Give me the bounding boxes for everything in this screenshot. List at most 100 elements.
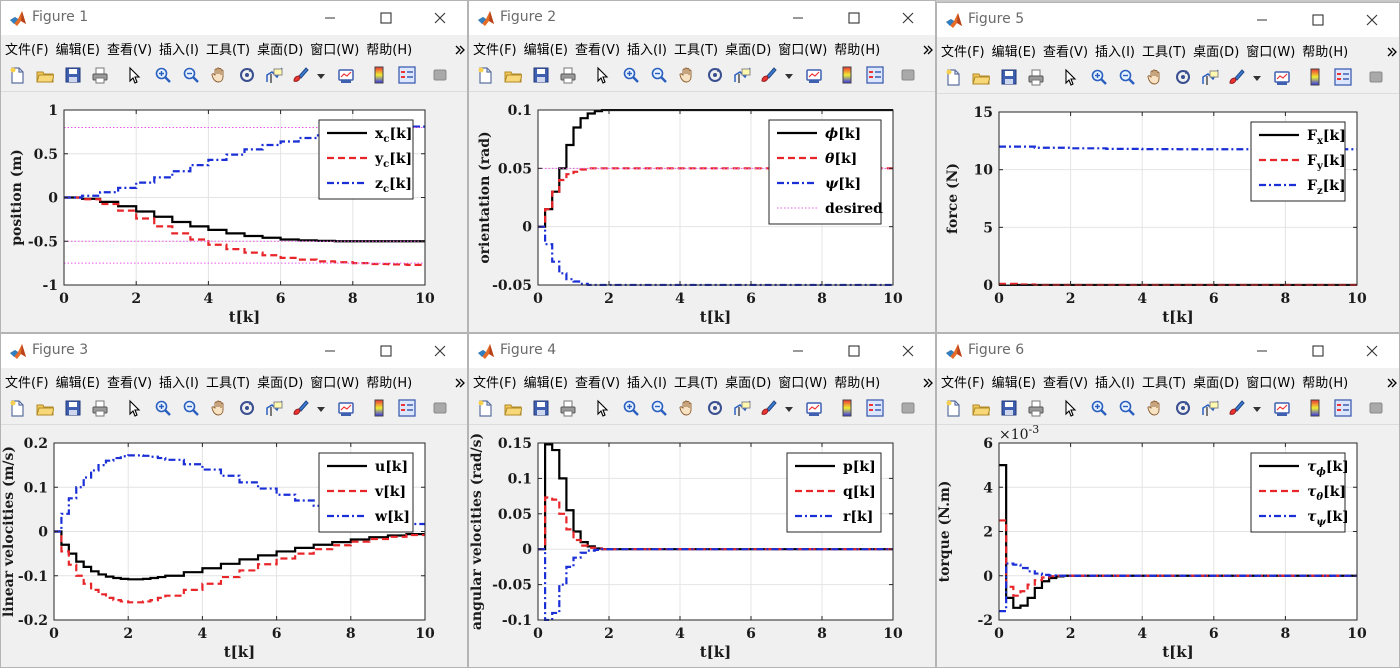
rotate-3d-icon[interactable] bbox=[706, 66, 724, 84]
pan-hand-icon[interactable] bbox=[1146, 399, 1164, 417]
minimize-button[interactable] bbox=[1249, 338, 1275, 364]
zoom-in-icon[interactable] bbox=[622, 66, 640, 84]
zoom-in-icon[interactable] bbox=[154, 66, 172, 84]
minimize-button[interactable] bbox=[1249, 7, 1275, 33]
window-titlebar[interactable]: Figure 2 bbox=[469, 1, 935, 35]
colorbar-icon[interactable] bbox=[838, 66, 856, 84]
menu-item[interactable]: 编辑(E) bbox=[55, 43, 100, 58]
save-icon[interactable] bbox=[64, 66, 82, 84]
legend-icon[interactable] bbox=[866, 66, 884, 84]
legend-icon[interactable] bbox=[398, 399, 416, 417]
link-plot-icon[interactable] bbox=[805, 399, 823, 417]
new-figure-icon[interactable] bbox=[944, 399, 962, 417]
rotate-3d-icon[interactable] bbox=[706, 399, 724, 417]
menu-item[interactable]: 桌面(D) bbox=[257, 43, 304, 58]
menu-overflow-icon[interactable] bbox=[923, 41, 933, 55]
link-plot-icon[interactable] bbox=[337, 399, 355, 417]
zoom-in-icon[interactable] bbox=[154, 399, 172, 417]
menu-item[interactable]: 工具(T) bbox=[206, 376, 251, 391]
brush-icon[interactable] bbox=[1227, 399, 1245, 417]
brush-icon[interactable] bbox=[291, 399, 309, 417]
menu-item[interactable]: 窗口(W) bbox=[778, 376, 828, 391]
menu-item[interactable]: 编辑(E) bbox=[991, 45, 1036, 60]
menu-item[interactable]: 文件(F) bbox=[473, 43, 517, 58]
maximize-button[interactable] bbox=[1305, 7, 1331, 33]
open-file-icon[interactable] bbox=[972, 399, 990, 417]
pan-hand-icon[interactable] bbox=[678, 66, 696, 84]
link-plot-icon[interactable] bbox=[1273, 68, 1291, 86]
plot-tools-icon[interactable] bbox=[899, 399, 917, 417]
brush-icon[interactable] bbox=[291, 66, 309, 84]
rotate-3d-icon[interactable] bbox=[1174, 68, 1192, 86]
window-titlebar[interactable]: Figure 6 bbox=[937, 334, 1399, 368]
colorbar-icon[interactable] bbox=[838, 399, 856, 417]
menu-item[interactable]: 桌面(D) bbox=[1193, 45, 1240, 60]
zoom-in-icon[interactable] bbox=[1090, 68, 1108, 86]
menu-item[interactable]: 查看(V) bbox=[574, 376, 621, 391]
menu-item[interactable]: 文件(F) bbox=[941, 45, 985, 60]
menu-item[interactable]: 工具(T) bbox=[1142, 376, 1187, 391]
data-cursor-icon[interactable] bbox=[733, 66, 751, 84]
close-button[interactable] bbox=[895, 338, 921, 364]
print-icon[interactable] bbox=[1027, 399, 1045, 417]
menu-item[interactable]: 编辑(E) bbox=[991, 376, 1036, 391]
print-icon[interactable] bbox=[559, 66, 577, 84]
maximize-button[interactable] bbox=[841, 338, 867, 364]
plot-tools-icon[interactable] bbox=[431, 66, 449, 84]
maximize-button[interactable] bbox=[841, 5, 867, 31]
menu-item[interactable]: 查看(V) bbox=[574, 43, 621, 58]
menu-item[interactable]: 插入(I) bbox=[627, 43, 668, 58]
window-titlebar[interactable]: Figure 3 bbox=[1, 334, 467, 368]
brush-dropdown-icon[interactable] bbox=[312, 66, 325, 84]
new-figure-icon[interactable] bbox=[8, 66, 26, 84]
zoom-in-icon[interactable] bbox=[1090, 399, 1108, 417]
pointer-icon[interactable] bbox=[593, 399, 611, 417]
menu-item[interactable]: 文件(F) bbox=[941, 376, 985, 391]
save-icon[interactable] bbox=[64, 399, 82, 417]
menu-item[interactable]: 文件(F) bbox=[5, 376, 49, 391]
brush-dropdown-icon[interactable] bbox=[1248, 399, 1261, 417]
menu-item[interactable]: 文件(F) bbox=[473, 376, 517, 391]
window-titlebar[interactable]: Figure 1 bbox=[1, 1, 467, 35]
rotate-3d-icon[interactable] bbox=[1174, 399, 1192, 417]
minimize-button[interactable] bbox=[317, 338, 343, 364]
print-icon[interactable] bbox=[559, 399, 577, 417]
link-plot-icon[interactable] bbox=[1273, 399, 1291, 417]
menu-item[interactable]: 窗口(W) bbox=[1246, 376, 1296, 391]
menu-item[interactable]: 工具(T) bbox=[206, 43, 251, 58]
menu-item[interactable]: 帮助(H) bbox=[366, 43, 413, 58]
menu-item[interactable]: 桌面(D) bbox=[1193, 376, 1240, 391]
menu-item[interactable]: 帮助(H) bbox=[1302, 45, 1349, 60]
link-plot-icon[interactable] bbox=[337, 66, 355, 84]
brush-dropdown-icon[interactable] bbox=[780, 399, 793, 417]
minimize-button[interactable] bbox=[317, 5, 343, 31]
open-file-icon[interactable] bbox=[36, 66, 54, 84]
menu-item[interactable]: 编辑(E) bbox=[523, 43, 568, 58]
menu-item[interactable]: 查看(V) bbox=[1042, 376, 1089, 391]
brush-icon[interactable] bbox=[1227, 68, 1245, 86]
legend-box[interactable] bbox=[768, 119, 882, 225]
open-file-icon[interactable] bbox=[36, 399, 54, 417]
menu-overflow-icon[interactable] bbox=[1387, 43, 1397, 57]
menu-item[interactable]: 编辑(E) bbox=[523, 376, 568, 391]
brush-dropdown-icon[interactable] bbox=[312, 399, 325, 417]
menu-item[interactable]: 帮助(H) bbox=[834, 43, 881, 58]
menu-item[interactable]: 帮助(H) bbox=[834, 376, 881, 391]
zoom-out-icon[interactable] bbox=[1118, 68, 1136, 86]
colorbar-icon[interactable] bbox=[1306, 399, 1324, 417]
data-cursor-icon[interactable] bbox=[265, 399, 283, 417]
menu-item[interactable]: 查看(V) bbox=[106, 43, 153, 58]
pointer-icon[interactable] bbox=[125, 66, 143, 84]
data-cursor-icon[interactable] bbox=[265, 66, 283, 84]
open-file-icon[interactable] bbox=[504, 66, 522, 84]
data-cursor-icon[interactable] bbox=[1201, 68, 1219, 86]
legend-icon[interactable] bbox=[866, 399, 884, 417]
brush-dropdown-icon[interactable] bbox=[780, 66, 793, 84]
menu-item[interactable]: 文件(F) bbox=[5, 43, 49, 58]
colorbar-icon[interactable] bbox=[370, 66, 388, 84]
zoom-in-icon[interactable] bbox=[622, 399, 640, 417]
brush-icon[interactable] bbox=[759, 66, 777, 84]
rotate-3d-icon[interactable] bbox=[238, 66, 256, 84]
menu-item[interactable]: 帮助(H) bbox=[1302, 376, 1349, 391]
pointer-icon[interactable] bbox=[1061, 68, 1079, 86]
